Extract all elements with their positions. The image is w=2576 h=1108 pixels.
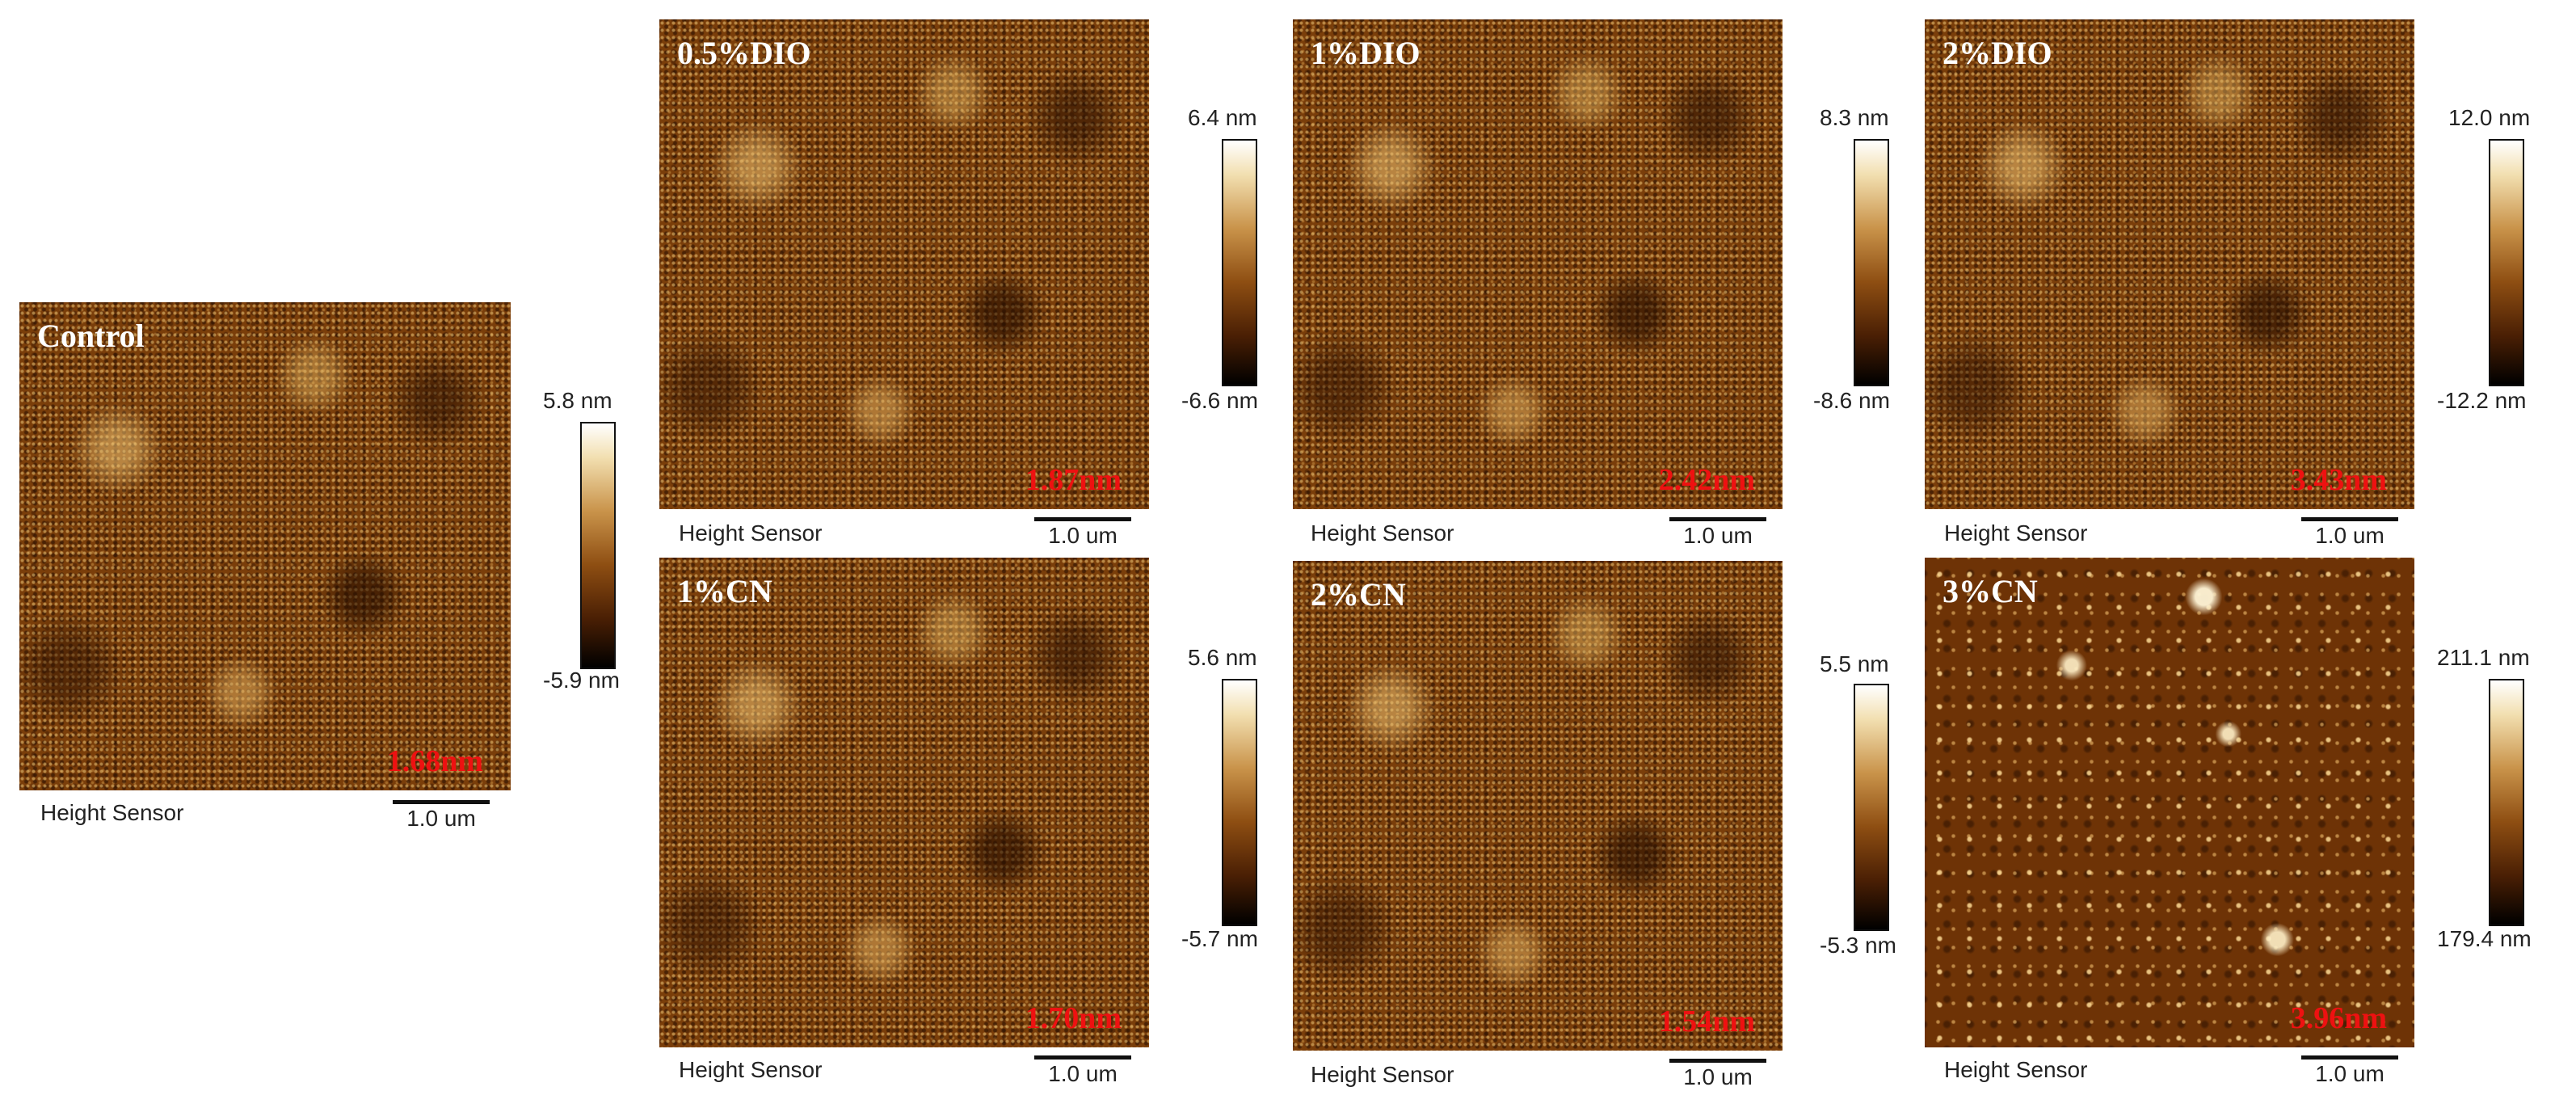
sample-label: 1%DIO <box>1311 35 1421 71</box>
colorbar-min: -5.3 nm <box>1820 933 1896 958</box>
colorbar-dio05 <box>1222 139 1257 386</box>
scale-bar: 1.0 um <box>1669 1059 1766 1090</box>
colorbar-max: 5.5 nm <box>1820 651 1889 676</box>
scale-bar-label: 1.0 um <box>1048 1061 1118 1086</box>
roughness-value: 1.87nm <box>1025 463 1122 497</box>
colorbar-control <box>580 422 616 669</box>
sample-label: 1%CN <box>677 573 772 609</box>
scale-bar: 1.0 um <box>1669 517 1766 549</box>
colorbar-dio2 <box>2489 139 2524 386</box>
height-sensor-caption: Height Sensor <box>1944 520 2088 546</box>
afm-image-cn1: 1%CN 1.70nm <box>659 558 1149 1047</box>
sample-label: 0.5%DIO <box>677 35 811 71</box>
scale-bar: 1.0 um <box>1034 517 1131 549</box>
sample-label: 2%CN <box>1311 576 1406 613</box>
scale-bar-label: 1.0 um <box>1683 1064 1753 1089</box>
colorbar-cn1 <box>1222 679 1257 926</box>
scale-bar: 1.0 um <box>2301 517 2398 549</box>
roughness-value: 1.68nm <box>386 744 483 778</box>
scale-bar-label: 1.0 um <box>1683 523 1753 548</box>
colorbar-min: -5.7 nm <box>1181 926 1258 951</box>
scale-bar: 1.0 um <box>2301 1055 2398 1087</box>
colorbar-max: 5.8 nm <box>543 388 612 413</box>
colorbar-max: 8.3 nm <box>1820 105 1889 130</box>
roughness-value: 1.70nm <box>1025 1001 1122 1035</box>
afm-image-control: Control 1.68nm <box>19 302 511 790</box>
colorbar-max: 6.4 nm <box>1188 105 1257 130</box>
colorbar-max: 211.1 nm <box>2437 645 2530 670</box>
roughness-value: 1.54nm <box>1658 1005 1755 1038</box>
height-sensor-caption: Height Sensor <box>1944 1057 2088 1082</box>
colorbar-cn2 <box>1854 684 1889 931</box>
afm-image-dio1: 1%DIO 2.42nm <box>1293 19 1783 509</box>
roughness-value: 3.96nm <box>2290 1001 2387 1035</box>
colorbar-min: -5.9 nm <box>543 668 620 693</box>
sample-label: 3%CN <box>1943 573 2038 609</box>
scale-bar-label: 1.0 um <box>406 806 476 831</box>
height-sensor-caption: Height Sensor <box>1311 1062 1454 1087</box>
colorbar-min: -12.2 nm <box>2437 388 2527 413</box>
afm-image-cn3: 3%CN 3.96nm <box>1925 558 2414 1047</box>
height-sensor-caption: Height Sensor <box>679 520 823 546</box>
afm-image-dio2: 2%DIO 3.43nm <box>1925 19 2414 509</box>
sample-label: 2%DIO <box>1943 35 2052 71</box>
colorbar-cn3 <box>2489 679 2524 926</box>
colorbar-max: 5.6 nm <box>1188 645 1257 670</box>
afm-image-dio05: 0.5%DIO 1.87nm <box>659 19 1149 509</box>
colorbar-min: -8.6 nm <box>1813 388 1890 413</box>
colorbar-min: -6.6 nm <box>1181 388 1258 413</box>
afm-image-cn2: 2%CN 1.54nm <box>1293 561 1783 1051</box>
colorbar-dio1 <box>1854 139 1889 386</box>
roughness-value: 3.43nm <box>2290 463 2387 497</box>
sample-label: Control <box>37 318 145 354</box>
colorbar-min: 179.4 nm <box>2437 926 2532 951</box>
scale-bar: 1.0 um <box>1034 1055 1131 1087</box>
scale-bar-label: 1.0 um <box>2315 523 2384 548</box>
scale-bar: 1.0 um <box>393 800 490 832</box>
scale-bar-label: 1.0 um <box>2315 1061 2384 1086</box>
height-sensor-caption: Height Sensor <box>40 800 184 825</box>
height-sensor-caption: Height Sensor <box>1311 520 1454 546</box>
scale-bar-label: 1.0 um <box>1048 523 1118 548</box>
roughness-value: 2.42nm <box>1658 463 1755 497</box>
colorbar-max: 12.0 nm <box>2448 105 2531 130</box>
height-sensor-caption: Height Sensor <box>679 1057 823 1082</box>
